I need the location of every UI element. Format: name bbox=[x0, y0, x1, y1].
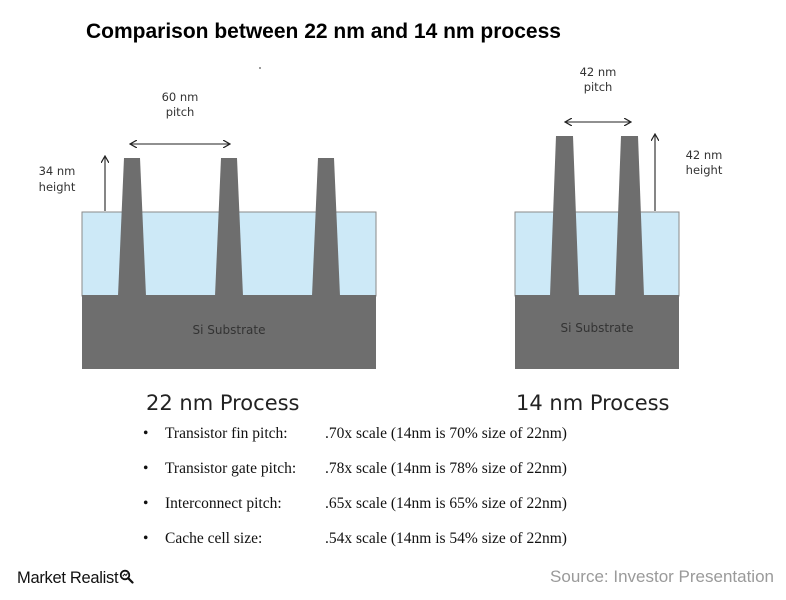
metric-name: Transistor fin pitch: bbox=[165, 425, 288, 442]
metric-value: .65x scale (14nm is 65% size of 22nm) bbox=[325, 495, 567, 512]
bullet-icon: • bbox=[143, 530, 149, 547]
metric-value: .78x scale (14nm is 78% size of 22nm) bbox=[325, 460, 567, 477]
right-substrate-label: Si Substrate bbox=[561, 321, 634, 335]
left-process-diagram: Si Substrate 60 nm pitch 34 nm height bbox=[39, 90, 377, 369]
left-si-substrate bbox=[82, 295, 376, 369]
right-oxide-layer bbox=[514, 211, 680, 297]
left-pitch-label-line1: 60 nm bbox=[162, 90, 199, 104]
right-height-label-line1: 42 nm bbox=[686, 148, 723, 162]
brand-logo: Market Realist bbox=[17, 569, 134, 589]
page-title: Comparison between 22 nm and 14 nm proce… bbox=[86, 20, 561, 43]
source-note: Source: Investor Presentation bbox=[550, 567, 774, 586]
left-pitch-label-line2: pitch bbox=[166, 105, 195, 119]
left-fin-3 bbox=[312, 158, 340, 296]
stray-dot bbox=[259, 67, 261, 69]
metric-value: .54x scale (14nm is 54% size of 22nm) bbox=[325, 530, 567, 547]
magnifier-icon bbox=[119, 569, 134, 589]
left-height-label-line1: 34 nm bbox=[39, 164, 76, 178]
right-fin-2 bbox=[615, 136, 644, 296]
metric-value: .70x scale (14nm is 70% size of 22nm) bbox=[325, 425, 567, 442]
bullet-icon: • bbox=[143, 495, 149, 512]
brand-name: Market Realist bbox=[17, 569, 119, 587]
left-substrate-label: Si Substrate bbox=[193, 323, 266, 337]
right-process-diagram: Si Substrate 42 nm pitch 42 nm height bbox=[514, 65, 723, 369]
metric-name: Transistor gate pitch: bbox=[165, 460, 297, 477]
right-fin-1 bbox=[550, 136, 579, 296]
process-diagram: Si Substrate 60 nm pitch 34 nm height Si… bbox=[39, 65, 723, 369]
metric-name: Cache cell size: bbox=[165, 530, 263, 547]
right-height-label-line2: height bbox=[686, 163, 723, 177]
left-fin-1 bbox=[118, 158, 146, 296]
bullet-icon: • bbox=[143, 425, 149, 442]
left-height-label-line2: height bbox=[39, 180, 76, 194]
right-pitch-label-line2: pitch bbox=[584, 80, 613, 94]
metric-name: Interconnect pitch: bbox=[165, 495, 282, 512]
right-caption: 14 nm Process bbox=[516, 391, 670, 415]
left-caption: 22 nm Process bbox=[146, 391, 300, 415]
right-pitch-label-line1: 42 nm bbox=[580, 65, 617, 79]
left-fin-2 bbox=[215, 158, 243, 296]
bullet-icon: • bbox=[143, 460, 149, 477]
right-si-substrate bbox=[515, 295, 679, 369]
